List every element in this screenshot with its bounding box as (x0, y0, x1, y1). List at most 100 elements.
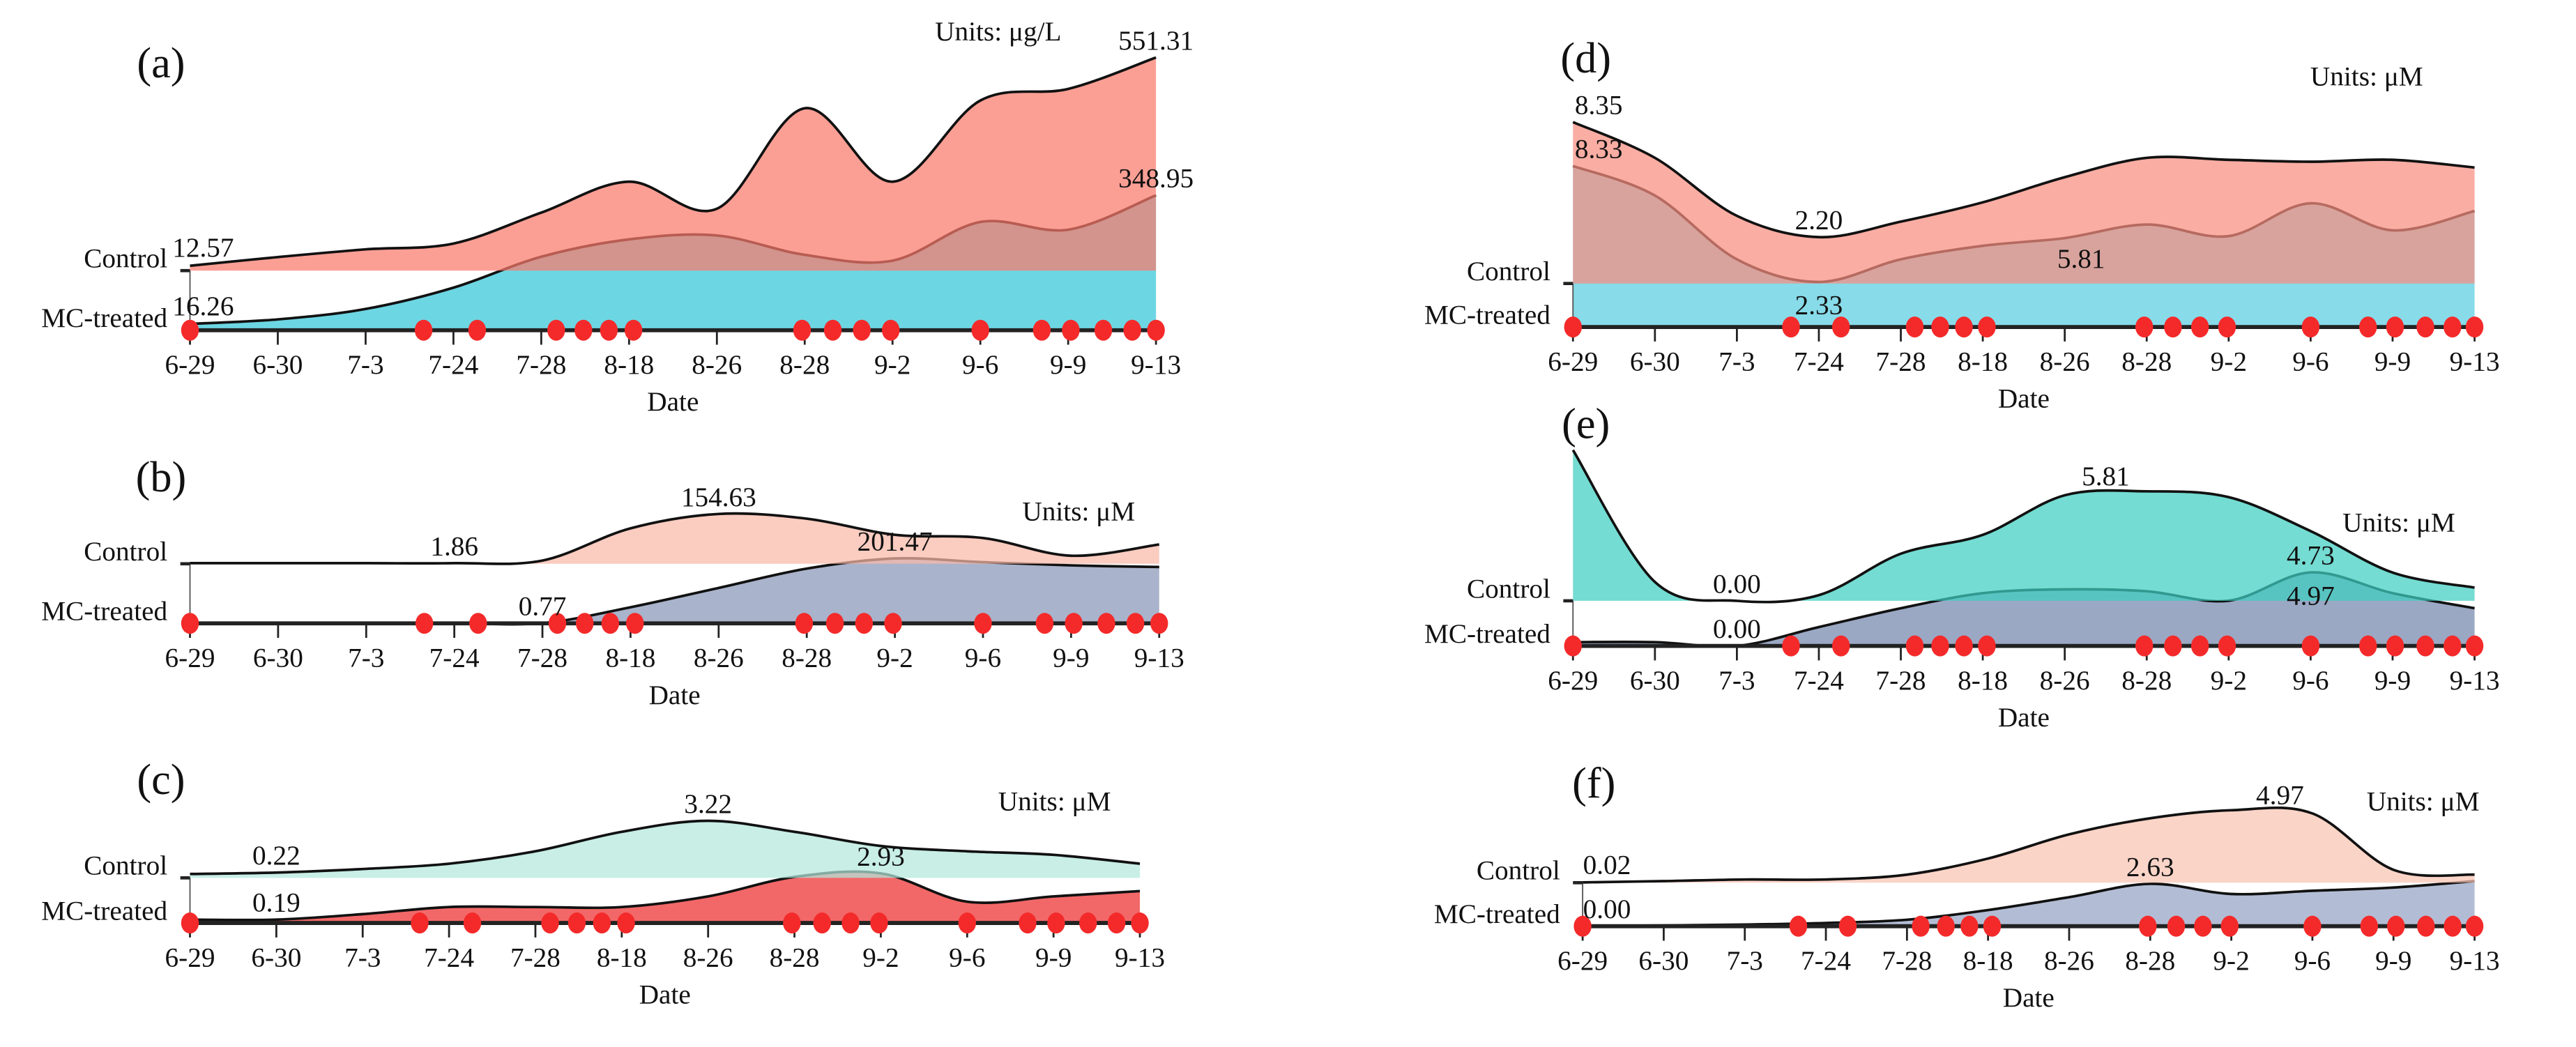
x-tick-label: 9-9 (2375, 346, 2411, 376)
x-tick-label: 9-2 (874, 350, 910, 380)
x-tick-label: 8-18 (1958, 346, 2008, 376)
x-tick-label: 8-28 (2125, 946, 2175, 976)
x-tick-label: 8-26 (2044, 946, 2094, 976)
sampling-point (1782, 316, 1800, 338)
x-tick-label: 8-26 (692, 350, 742, 380)
x-axis-label: Date (639, 980, 691, 1010)
sampling-point (548, 613, 567, 634)
x-tick-label: 7-28 (517, 643, 567, 673)
data-label: 0.19 (252, 888, 300, 918)
x-tick-label: 8-28 (782, 643, 832, 673)
sampling-point (593, 912, 611, 934)
sampling-point (2465, 635, 2484, 657)
sampling-point (958, 912, 977, 934)
sampling-point (600, 319, 618, 341)
row-label-mc-treated: MC-treated (1424, 619, 1550, 649)
x-tick-label: 7-24 (424, 942, 474, 972)
x-tick-label: 8-26 (683, 942, 733, 972)
panel-letter: (e) (1562, 400, 1610, 448)
sampling-point (2164, 316, 2182, 338)
panel-letter: (b) (136, 453, 187, 501)
x-tick-label: 9-2 (2211, 666, 2247, 696)
x-tick-label: 9-2 (2213, 946, 2249, 976)
x-tick-label: 7-24 (429, 643, 480, 673)
sampling-point (1564, 635, 1582, 657)
x-tick-label: 8-28 (779, 350, 830, 380)
sampling-point (2465, 316, 2484, 338)
sampling-point (576, 613, 594, 634)
x-tick-label: 6-30 (252, 350, 303, 380)
sampling-point (1047, 912, 1065, 934)
panel-e: 6-29 6-30 7-3 7-24 7-28 8-18 8-26 8-28 9-2 9-6 9-9… (1424, 400, 2500, 733)
row-label-control: Control (84, 537, 167, 567)
sampling-point (2358, 635, 2377, 657)
sampling-point (2465, 915, 2484, 937)
sampling-point (1150, 613, 1168, 634)
panel-letter: (f) (1572, 759, 1615, 807)
sampling-point (469, 613, 487, 634)
sampling-point (1937, 915, 1955, 937)
sampling-point (1126, 613, 1145, 634)
sampling-point (1097, 613, 1115, 634)
data-label: 4.97 (2287, 581, 2335, 611)
line-control (190, 819, 1141, 876)
data-label: 2.20 (1795, 206, 1843, 236)
sampling-point (1131, 912, 1149, 934)
sampling-point (547, 319, 565, 341)
data-label: 8.33 (1575, 135, 1623, 165)
data-label: 8.35 (1575, 91, 1623, 121)
sampling-point (414, 319, 433, 341)
row-label-mc-treated: MC-treated (41, 896, 167, 926)
row-label-mc-treated: MC-treated (41, 597, 167, 627)
data-label: 16.26 (172, 291, 234, 321)
sampling-point (2164, 635, 2182, 657)
x-axis-label: Date (647, 387, 699, 417)
sampling-point (1978, 635, 1996, 657)
x-tick-label: 9-9 (1050, 350, 1086, 380)
x-tick-label: 7-3 (344, 942, 381, 972)
sampling-point (2358, 316, 2377, 338)
x-tick-label: 8-28 (770, 942, 820, 972)
sampling-point (1905, 316, 1924, 338)
sampling-point (617, 912, 635, 934)
x-tick-label: 9-13 (1115, 942, 1165, 972)
data-label: 2.93 (857, 841, 905, 871)
data-label: 1.86 (430, 531, 478, 561)
sampling-point (567, 912, 586, 934)
row-label-control: Control (1467, 574, 1550, 604)
row-label-mc-treated: MC-treated (1434, 899, 1560, 929)
x-tick-label: 9-2 (876, 643, 913, 673)
area-control (1573, 122, 2475, 284)
data-label: 4.97 (2256, 781, 2304, 811)
sampling-point (626, 613, 644, 634)
panel-f: 6-29 6-30 7-3 7-24 7-28 8-18 8-26 8-28 9-2 9-6 9-9… (1434, 759, 2500, 1013)
sampling-point (1832, 316, 1850, 338)
line-mc-treated (190, 870, 1141, 922)
x-tick-label: 7-3 (1718, 346, 1755, 376)
x-tick-label: 8-26 (2040, 346, 2090, 376)
units-label: Units: μM (1022, 496, 1135, 526)
line-control (190, 56, 1157, 268)
x-tick-label: 9-6 (949, 942, 985, 972)
x-tick-label: 7-24 (1794, 666, 1844, 696)
x-tick-label: 6-29 (1557, 946, 1608, 976)
sampling-point (624, 319, 643, 341)
x-tick-label: 6-30 (1638, 946, 1689, 976)
sampling-point (2194, 915, 2212, 937)
area-control (190, 820, 1141, 878)
panel-letter: (a) (137, 39, 185, 87)
sampling-point (1147, 319, 1165, 341)
x-tick-label: 9-6 (2294, 946, 2331, 976)
sampling-point (1019, 912, 1037, 934)
x-tick-label: 9-2 (2211, 346, 2247, 376)
sampling-point (181, 319, 199, 341)
data-label: 5.81 (2057, 244, 2105, 274)
area-control (1573, 450, 2475, 602)
row-label-control: Control (84, 244, 167, 274)
sampling-point (2386, 635, 2404, 657)
x-tick-label: 8-18 (1963, 946, 2013, 976)
x-tick-label: 7-24 (428, 350, 478, 380)
x-tick-label: 6-29 (1548, 666, 1598, 696)
line-control (1571, 449, 2475, 604)
